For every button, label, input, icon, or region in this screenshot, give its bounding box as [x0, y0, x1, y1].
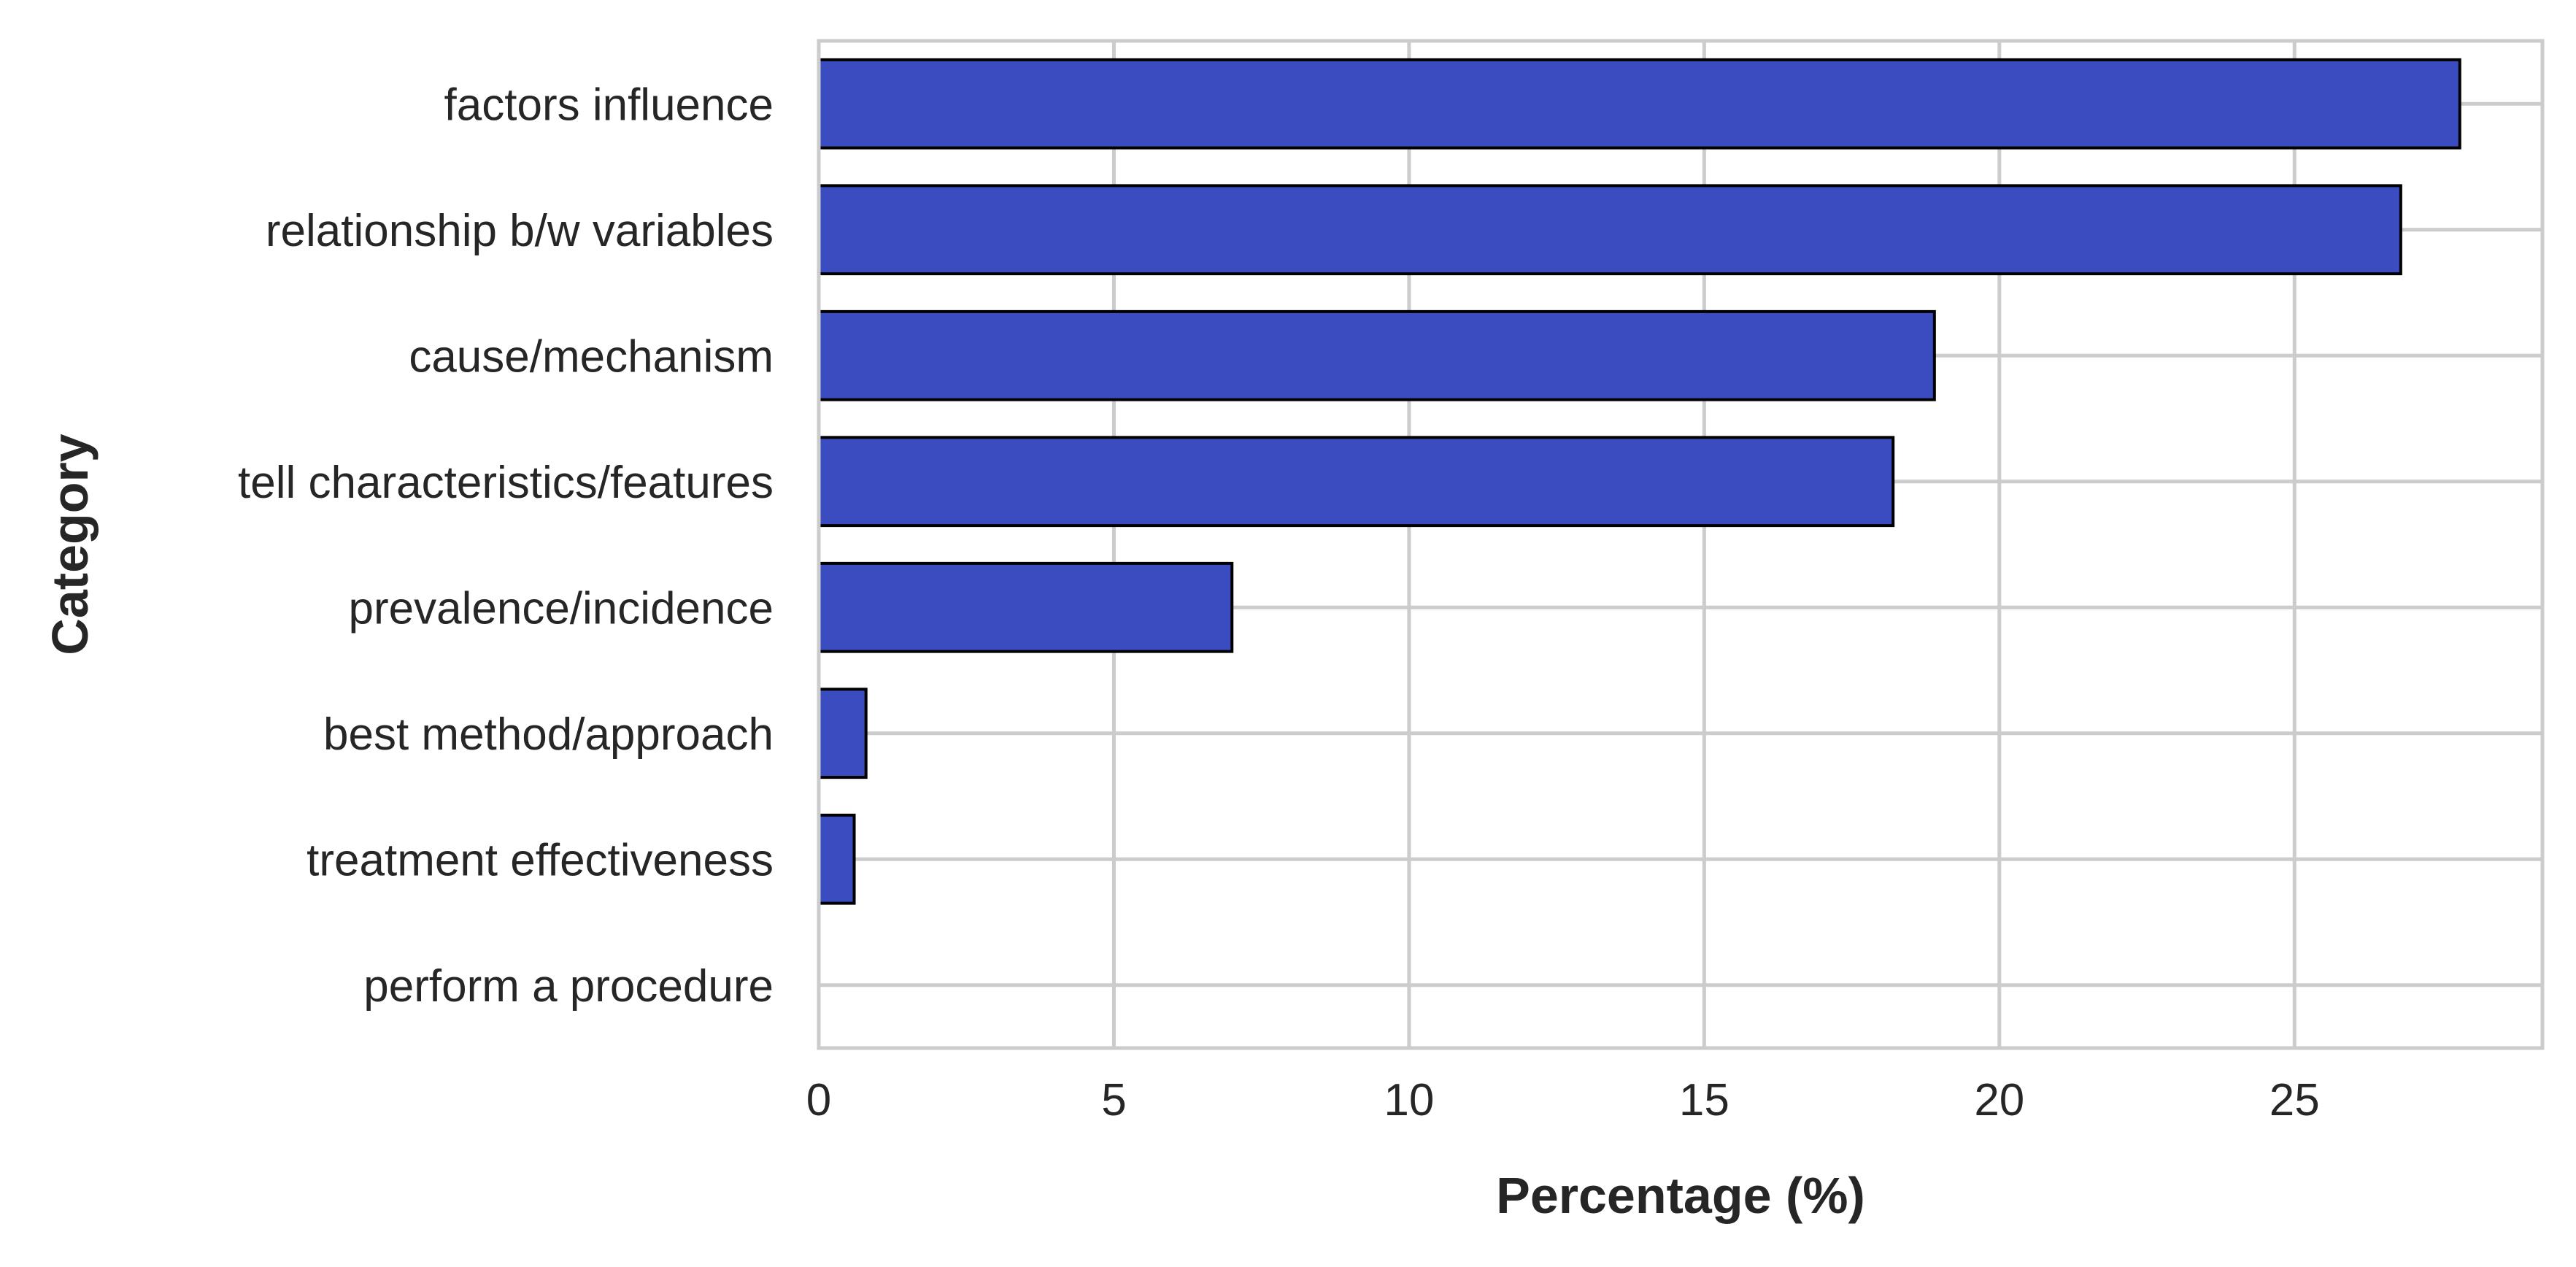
x-tick-labels: 0 5 10 15 20 25 — [806, 1075, 2320, 1125]
x-tick-label: 10 — [1384, 1075, 1434, 1125]
y-tick-label: perform a procedure — [363, 961, 774, 1012]
bar — [817, 58, 2461, 150]
x-tick-label: 20 — [1974, 1075, 2024, 1125]
bar — [817, 184, 2402, 276]
x-tick-label: 15 — [1679, 1075, 1729, 1125]
bar — [817, 309, 1936, 401]
bar — [817, 688, 868, 779]
y-tick-label: treatment effectiveness — [306, 835, 774, 885]
x-axis-title: Percentage (%) — [1496, 1167, 1865, 1224]
bar — [817, 561, 1234, 653]
bar — [817, 436, 1895, 528]
x-tick-label: 5 — [1101, 1075, 1126, 1125]
y-tick-label: relationship b/w variables — [266, 206, 774, 256]
y-tick-label: prevalence/incidence — [349, 583, 774, 634]
y-tick-label: cause/mechanism — [409, 331, 774, 382]
x-tick-label: 25 — [2270, 1075, 2320, 1125]
y-tick-label: factors influence — [444, 80, 774, 130]
plot-frame — [817, 39, 2545, 1050]
y-tick-label: best method/approach — [323, 709, 774, 760]
y-tick-labels: factors influence relationship b/w variab… — [238, 80, 774, 1012]
x-tick-label: 0 — [806, 1075, 831, 1125]
y-axis-title: Category — [42, 434, 99, 655]
bars — [817, 58, 2461, 905]
bar — [817, 813, 856, 905]
y-tick-label: tell characteristics/features — [238, 458, 774, 508]
